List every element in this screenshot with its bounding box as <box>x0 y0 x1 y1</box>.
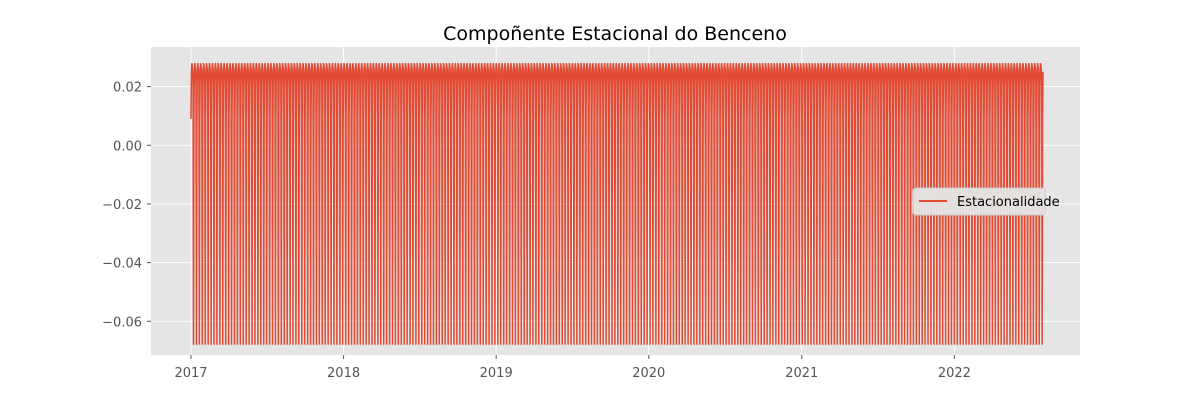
x-tick-label: 2018 <box>327 366 360 381</box>
y-tick-label: −0.06 <box>102 315 142 330</box>
legend-label: Estacionalidade <box>957 195 1060 210</box>
y-tick-label: −0.02 <box>102 198 142 213</box>
legend: Estacionalidade <box>912 187 1060 216</box>
chart-title: Compoñente Estacional do Benceno <box>443 23 787 45</box>
y-tick-label: 0.02 <box>113 81 142 96</box>
legend-box <box>912 187 1046 216</box>
y-tick-label: 0.00 <box>113 139 142 154</box>
x-tick-label: 2020 <box>632 366 665 381</box>
x-tick-label: 2021 <box>785 366 818 381</box>
y-axis: 0.02 0.00 −0.02 −0.04 −0.06 <box>102 81 151 330</box>
x-axis: 2017 2018 2019 2020 2021 2022 <box>174 355 971 381</box>
x-tick-label: 2022 <box>938 366 971 381</box>
y-tick-label: −0.04 <box>102 257 142 272</box>
series-line-estacionalidade <box>190 63 1044 345</box>
x-tick-label: 2017 <box>174 366 207 381</box>
series-layer <box>190 63 1044 345</box>
x-tick-label: 2019 <box>480 366 513 381</box>
